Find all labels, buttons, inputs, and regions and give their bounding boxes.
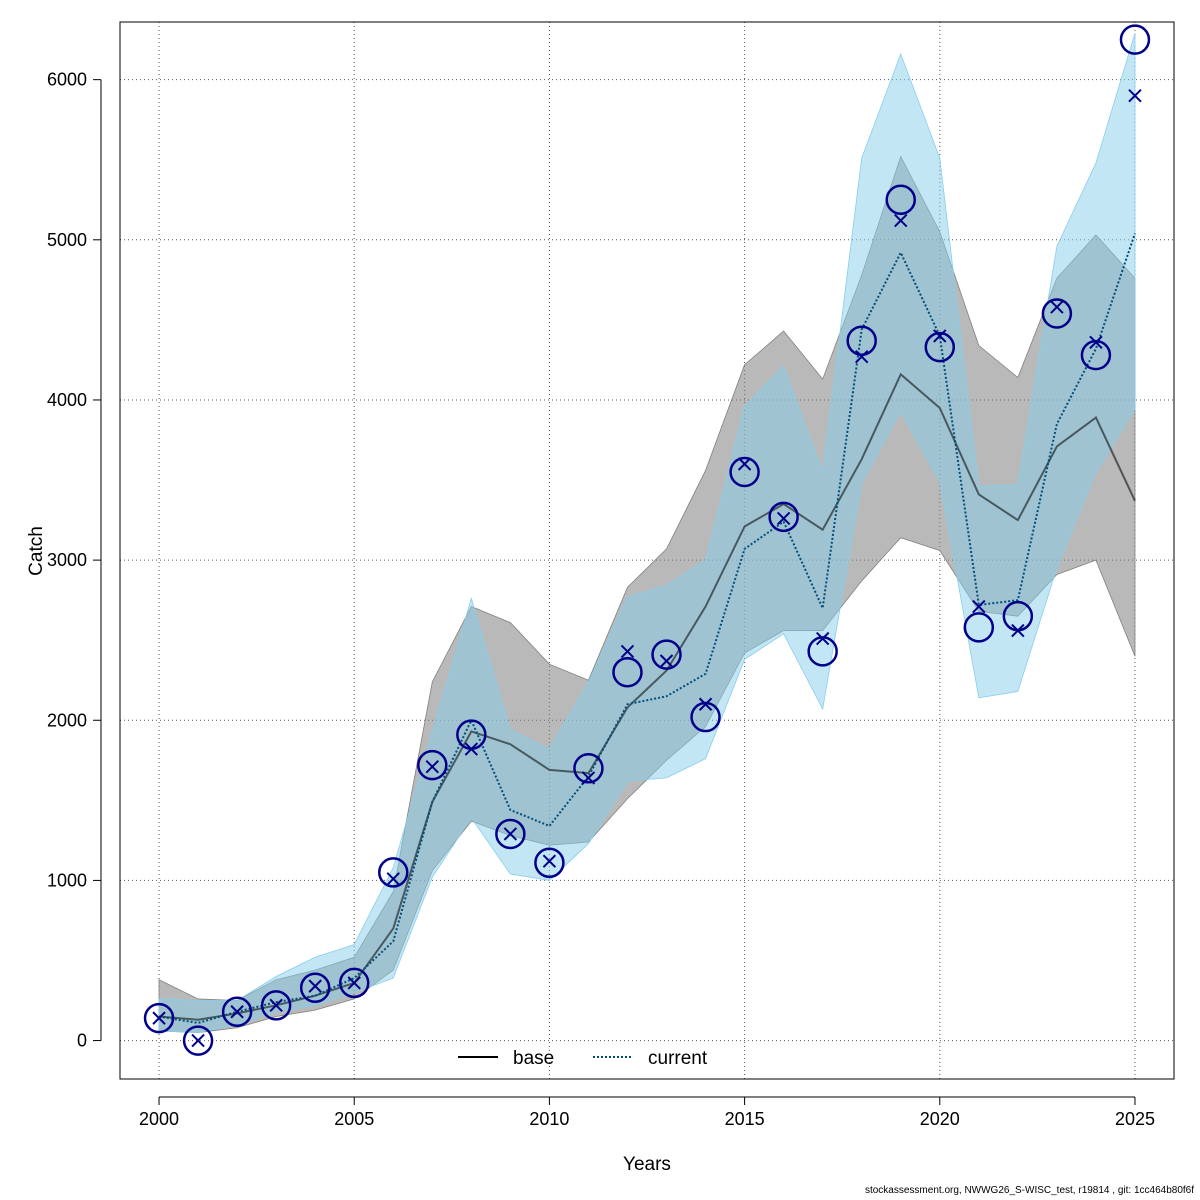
- predicted-point: [776, 511, 791, 526]
- predicted-point: [308, 979, 322, 993]
- y-tick-label: 4000: [47, 390, 87, 410]
- predicted-point: [1089, 335, 1103, 350]
- predicted-point: [933, 329, 947, 343]
- observed-point: [1041, 298, 1073, 329]
- predicted-point: [230, 1005, 244, 1019]
- observed-point: [299, 972, 331, 1003]
- x-tick-label: 2020: [920, 1109, 960, 1129]
- y-tick-label: 1000: [47, 870, 87, 890]
- predicted-point: [269, 998, 283, 1013]
- observed-point: [768, 501, 799, 533]
- predicted-point: [1050, 300, 1064, 314]
- observation-markers: [143, 24, 1151, 1056]
- legend-label-base: base: [513, 1048, 554, 1069]
- predicted-point: [1011, 623, 1025, 638]
- y-axis-title: Catch: [26, 526, 47, 576]
- confidence-bands: [158, 33, 1136, 1033]
- confidence-band-current: [158, 33, 1136, 1033]
- observed-point: [143, 1002, 175, 1034]
- x-tick-label: 2025: [1115, 1109, 1155, 1129]
- predicted-point: [620, 644, 635, 659]
- estimate-line-current: [158, 233, 1136, 1024]
- observed-point: [338, 967, 370, 999]
- y-tick-label: 3000: [47, 550, 87, 570]
- predicted-point: [698, 697, 713, 711]
- predicted-point: [152, 1011, 166, 1025]
- predicted-point: [737, 457, 752, 471]
- predicted-point: [425, 759, 440, 774]
- predicted-point: [503, 827, 518, 841]
- plot-frame: [119, 21, 1175, 1080]
- footer-caption: stockassessment.org, NWWG26_S-WISC_test,…: [864, 1185, 1194, 1196]
- legend: base current: [458, 1048, 708, 1069]
- y-tick-label: 0: [77, 1031, 87, 1051]
- observed-point: [651, 639, 682, 670]
- estimate-line-base: [158, 372, 1136, 1021]
- observed-point: [1119, 24, 1151, 55]
- predicted-point: [815, 631, 830, 646]
- x-axis-title: Years: [623, 1154, 671, 1175]
- y-axis: 0 1000 2000 3000 4000 5000 6000: [47, 70, 102, 1051]
- predicted-point: [464, 742, 479, 756]
- observed-point: [573, 753, 604, 784]
- observed-point: [885, 184, 916, 216]
- observed-point: [182, 1025, 214, 1056]
- predicted-point: [659, 654, 674, 668]
- predicted-point: [542, 854, 557, 868]
- observed-point: [924, 331, 956, 363]
- y-tick-label: 2000: [47, 710, 87, 730]
- y-tick-label: 5000: [47, 230, 87, 250]
- predicted-point: [191, 1033, 205, 1048]
- predicted-point: [581, 771, 596, 785]
- predicted-point: [972, 599, 986, 614]
- observed-point: [534, 847, 565, 879]
- x-tick-label: 2015: [725, 1109, 765, 1129]
- x-axis: 2000 2005 2010 2015 2020 2025: [139, 1096, 1155, 1129]
- x-tick-label: 2005: [334, 1109, 374, 1129]
- observed-point: [221, 996, 253, 1027]
- observed-point: [963, 612, 995, 643]
- y-tick-label: 6000: [47, 70, 87, 90]
- x-tick-label: 2000: [139, 1109, 179, 1129]
- observed-point: [612, 656, 643, 688]
- observed-point: [378, 857, 409, 888]
- x-tick-label: 2010: [529, 1109, 569, 1129]
- legend-label-current: current: [648, 1048, 708, 1069]
- observed-point: [846, 325, 877, 356]
- observed-point: [729, 456, 760, 488]
- observed-point: [495, 818, 526, 850]
- estimate-lines: [158, 233, 1136, 1024]
- predicted-point: [347, 976, 361, 990]
- observed-point: [417, 749, 448, 781]
- observed-point: [260, 990, 292, 1021]
- predicted-point: [386, 872, 400, 886]
- predicted-point: [854, 350, 869, 364]
- predicted-point: [894, 213, 908, 228]
- predicted-point: [1128, 88, 1142, 103]
